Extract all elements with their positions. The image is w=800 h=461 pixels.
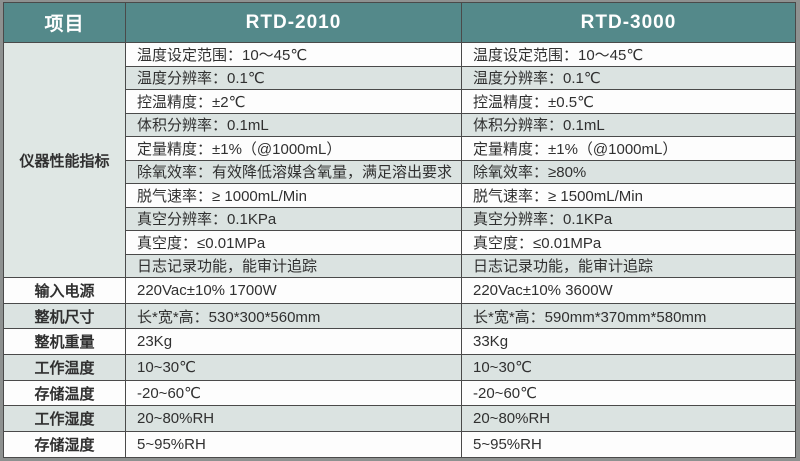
spec-value-cell: 33Kg — [461, 328, 796, 356]
perf-value-cell: 体积分辨率：0.1mL — [461, 112, 796, 138]
spec-value-cell: 10~30℃ — [125, 354, 462, 381]
perf-row: 真空分辨率：0.1KPa 真空分辨率：0.1KPa — [4, 206, 796, 232]
perf-value-cell: 除氧效率：≥80% — [461, 159, 796, 185]
perf-row: 控温精度：±2℃ 控温精度：±0.5℃ — [4, 89, 796, 114]
spec-value-cell: 10~30℃ — [461, 354, 796, 381]
perf-value-cell: 真空分辨率：0.1KPa — [125, 206, 462, 232]
spec-value-cell: 20~80%RH — [125, 405, 462, 433]
perf-value-cell: 控温精度：±0.5℃ — [461, 89, 796, 114]
perf-value-cell: 日志记录功能，能审计追踪 — [125, 253, 462, 279]
spec-row: 存储温度 -20~60℃ -20~60℃ — [3, 379, 796, 407]
header-row: 项目 RTD-2010 RTD-3000 — [3, 2, 796, 43]
perf-row: 脱气速率：≥ 1000mL/Min 脱气速率：≥ 1500mL/Min — [4, 183, 796, 208]
spec-label-cell: 存储湿度 — [3, 431, 126, 458]
header-cell-item: 项目 — [3, 2, 126, 43]
perf-value-cell: 除氧效率：有效降低溶媒含氧量，满足溶出要求 — [125, 159, 462, 185]
perf-value-cell: 温度设定范围：10～45℃ — [125, 42, 462, 67]
perf-value-cell: 体积分辨率：0.1mL — [125, 112, 462, 138]
perf-value-cell: 脱气速率：≥ 1500mL/Min — [461, 183, 796, 208]
spec-label-cell: 整机尺寸 — [3, 302, 126, 330]
perf-value-cell: 温度分辨率：0.1℃ — [461, 65, 796, 91]
perf-value-cell: 定量精度：±1%（@1000mL） — [125, 136, 462, 161]
perf-value-cell: 温度设定范围：10～45℃ — [461, 42, 796, 67]
spec-value-cell: 长*宽*高：590mm*370mm*580mm — [461, 302, 796, 330]
perf-row: 真空度：≤0.01MPa 真空度：≤0.01MPa — [4, 230, 796, 255]
perf-value-cell: 真空度：≤0.01MPa — [461, 230, 796, 255]
spec-label-cell: 工作湿度 — [3, 405, 126, 433]
spec-label-cell: 工作温度 — [3, 354, 126, 381]
spec-row: 整机尺寸 长*宽*高：530*300*560mm 长*宽*高：590mm*370… — [3, 302, 796, 330]
perf-row: 除氧效率：有效降低溶媒含氧量，满足溶出要求 除氧效率：≥80% — [4, 159, 796, 185]
spec-value-cell: 20~80%RH — [461, 405, 796, 433]
spec-value-cell: 5~95%RH — [125, 431, 462, 458]
perf-row: 日志记录功能，能审计追踪 日志记录功能，能审计追踪 — [4, 253, 796, 279]
spec-row: 工作温度 10~30℃ 10~30℃ — [3, 354, 796, 381]
spec-value-cell: 23Kg — [125, 328, 462, 356]
perf-value-cell: 脱气速率：≥ 1000mL/Min — [125, 183, 462, 208]
spec-row: 输入电源 220Vac±10% 1700W 220Vac±10% 3600W — [3, 277, 796, 304]
spec-comparison-table: 项目 RTD-2010 RTD-3000 仪器性能指标 温度设定范围：10～45… — [3, 2, 796, 458]
perf-value-cell: 控温精度：±2℃ — [125, 89, 462, 114]
spec-row: 工作湿度 20~80%RH 20~80%RH — [3, 405, 796, 433]
perf-row: 体积分辨率：0.1mL 体积分辨率：0.1mL — [4, 112, 796, 138]
perf-group-label: 仪器性能指标 — [3, 41, 126, 279]
spec-value-cell: -20~60℃ — [461, 379, 796, 407]
perf-value-cell: 温度分辨率：0.1℃ — [125, 65, 462, 91]
spec-value-cell: 220Vac±10% 3600W — [461, 277, 796, 304]
spec-label-cell: 存储温度 — [3, 379, 126, 407]
spec-value-cell: 220Vac±10% 1700W — [125, 277, 462, 304]
perf-row: 定量精度：±1%（@1000mL） 定量精度：±1%（@1000mL） — [4, 136, 796, 161]
spec-label-cell: 整机重量 — [3, 328, 126, 356]
spec-row: 整机重量 23Kg 33Kg — [3, 328, 796, 356]
spec-label-cell: 输入电源 — [3, 277, 126, 304]
spec-value-cell: 长*宽*高：530*300*560mm — [125, 302, 462, 330]
perf-row: 仪器性能指标 温度设定范围：10～45℃ 温度设定范围：10～45℃ — [3, 41, 796, 279]
header-cell-rtd3000: RTD-3000 — [461, 2, 796, 43]
spec-value-cell: -20~60℃ — [125, 379, 462, 407]
spec-row: 存储湿度 5~95%RH 5~95%RH — [3, 431, 796, 458]
perf-value-cell: 真空度：≤0.01MPa — [125, 230, 462, 255]
perf-value-cell: 定量精度：±1%（@1000mL） — [461, 136, 796, 161]
spec-value-cell: 5~95%RH — [461, 431, 796, 458]
perf-value-cell: 日志记录功能，能审计追踪 — [461, 253, 796, 279]
header-cell-rtd2010: RTD-2010 — [125, 2, 462, 43]
perf-value-cell: 真空分辨率：0.1KPa — [461, 206, 796, 232]
